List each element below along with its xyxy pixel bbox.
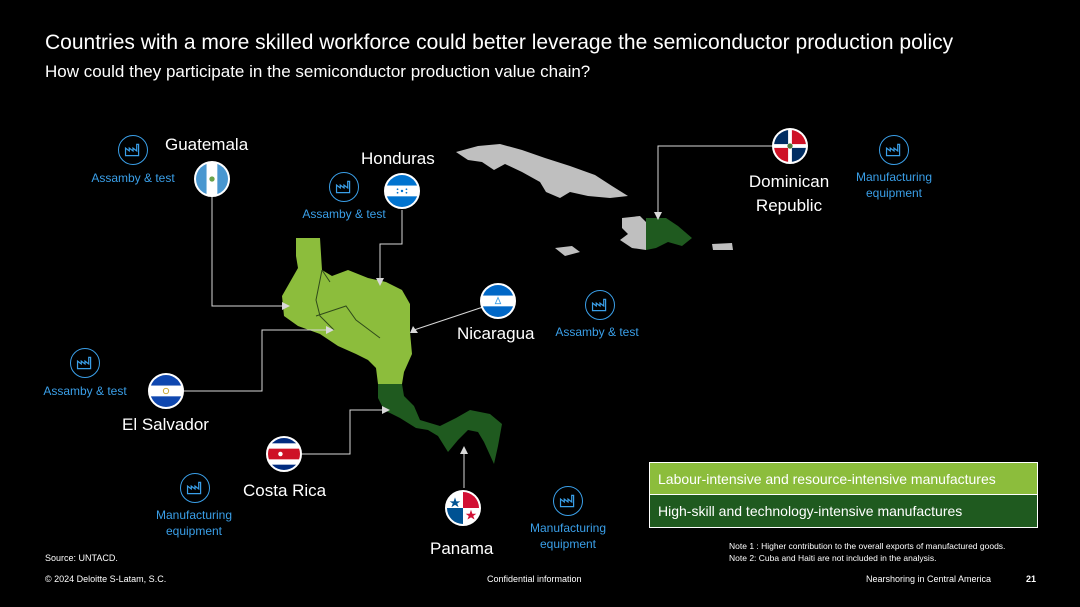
source-note: Source: UNTACD. [45, 553, 118, 563]
factory-icon [180, 473, 210, 503]
role-dominican-republic: Manufacturing equipment [846, 169, 942, 201]
factory-icon [585, 290, 615, 320]
flag-guatemala [194, 161, 230, 197]
role-line2: equipment [165, 524, 223, 538]
role-line2: equipment [539, 537, 597, 551]
country-name-guatemala: Guatemala [165, 135, 249, 154]
factory-icon [553, 486, 583, 516]
role-guatemala: Assamby & test [91, 171, 175, 185]
role-honduras: Assamby & test [302, 207, 386, 221]
haiti-shape [620, 216, 646, 250]
country-name-panama: Panama [430, 539, 494, 558]
puerto-rico-shape [712, 243, 733, 250]
footer-confidential: Confidential information [487, 574, 582, 584]
flag-honduras [384, 173, 420, 209]
legend: Labour-intensive and resource-intensive … [649, 462, 1038, 528]
jamaica-shape [555, 246, 580, 256]
flag-panama [445, 490, 481, 526]
flag-costa-rica [266, 436, 302, 472]
connector-arrowheads [282, 212, 662, 454]
role-el-salvador: Assamby & test [43, 384, 127, 398]
role-line1: Manufacturing [855, 170, 933, 184]
page-title: Countries with a more skilled workforce … [45, 31, 954, 54]
factory-icon [329, 172, 359, 202]
factory-icon [118, 135, 148, 165]
footer-copyright: © 2024 Deloitte S-Latam, S.C. [45, 574, 167, 584]
connector-lines [184, 145, 774, 488]
central-america-north [282, 238, 412, 384]
dominican-shape [646, 218, 692, 250]
country-name-dominican-republic: Dominican Republic [743, 170, 835, 218]
role-line2: equipment [865, 186, 923, 200]
flag-nicaragua [480, 283, 516, 319]
country-name-nicaragua: Nicaragua [457, 324, 535, 343]
page-subtitle: How could they participate in the semico… [45, 62, 591, 81]
central-america-south [378, 384, 502, 464]
role-nicaragua: Assamby & test [555, 325, 639, 339]
cuba-shape [456, 144, 628, 198]
role-line1: Manufacturing [529, 521, 607, 535]
role-panama: Manufacturing equipment [520, 520, 616, 552]
note-1: Note 1 : Higher contribution to the over… [729, 541, 1006, 551]
role-line1: Manufacturing [155, 508, 233, 522]
flag-dominican-republic [772, 128, 808, 164]
role-costa-rica: Manufacturing equipment [146, 507, 242, 539]
legend-hightech: High-skill and technology-intensive manu… [650, 495, 1037, 527]
country-name-costa-rica: Costa Rica [243, 481, 327, 500]
country-name-honduras: Honduras [361, 149, 435, 168]
factory-icon [879, 135, 909, 165]
country-name-line1: Dominican [748, 172, 830, 191]
footer-topic: Nearshoring in Central America [866, 574, 992, 584]
page-number: 21 [1026, 574, 1037, 584]
border-lines [315, 269, 381, 339]
legend-labour: Labour-intensive and resource-intensive … [650, 463, 1037, 495]
flag-el-salvador [148, 373, 184, 409]
country-name-el-salvador: El Salvador [122, 415, 209, 434]
note-2: Note 2: Cuba and Haiti are not included … [729, 553, 937, 563]
factory-icon [70, 348, 100, 378]
country-name-line2: Republic [755, 196, 823, 215]
